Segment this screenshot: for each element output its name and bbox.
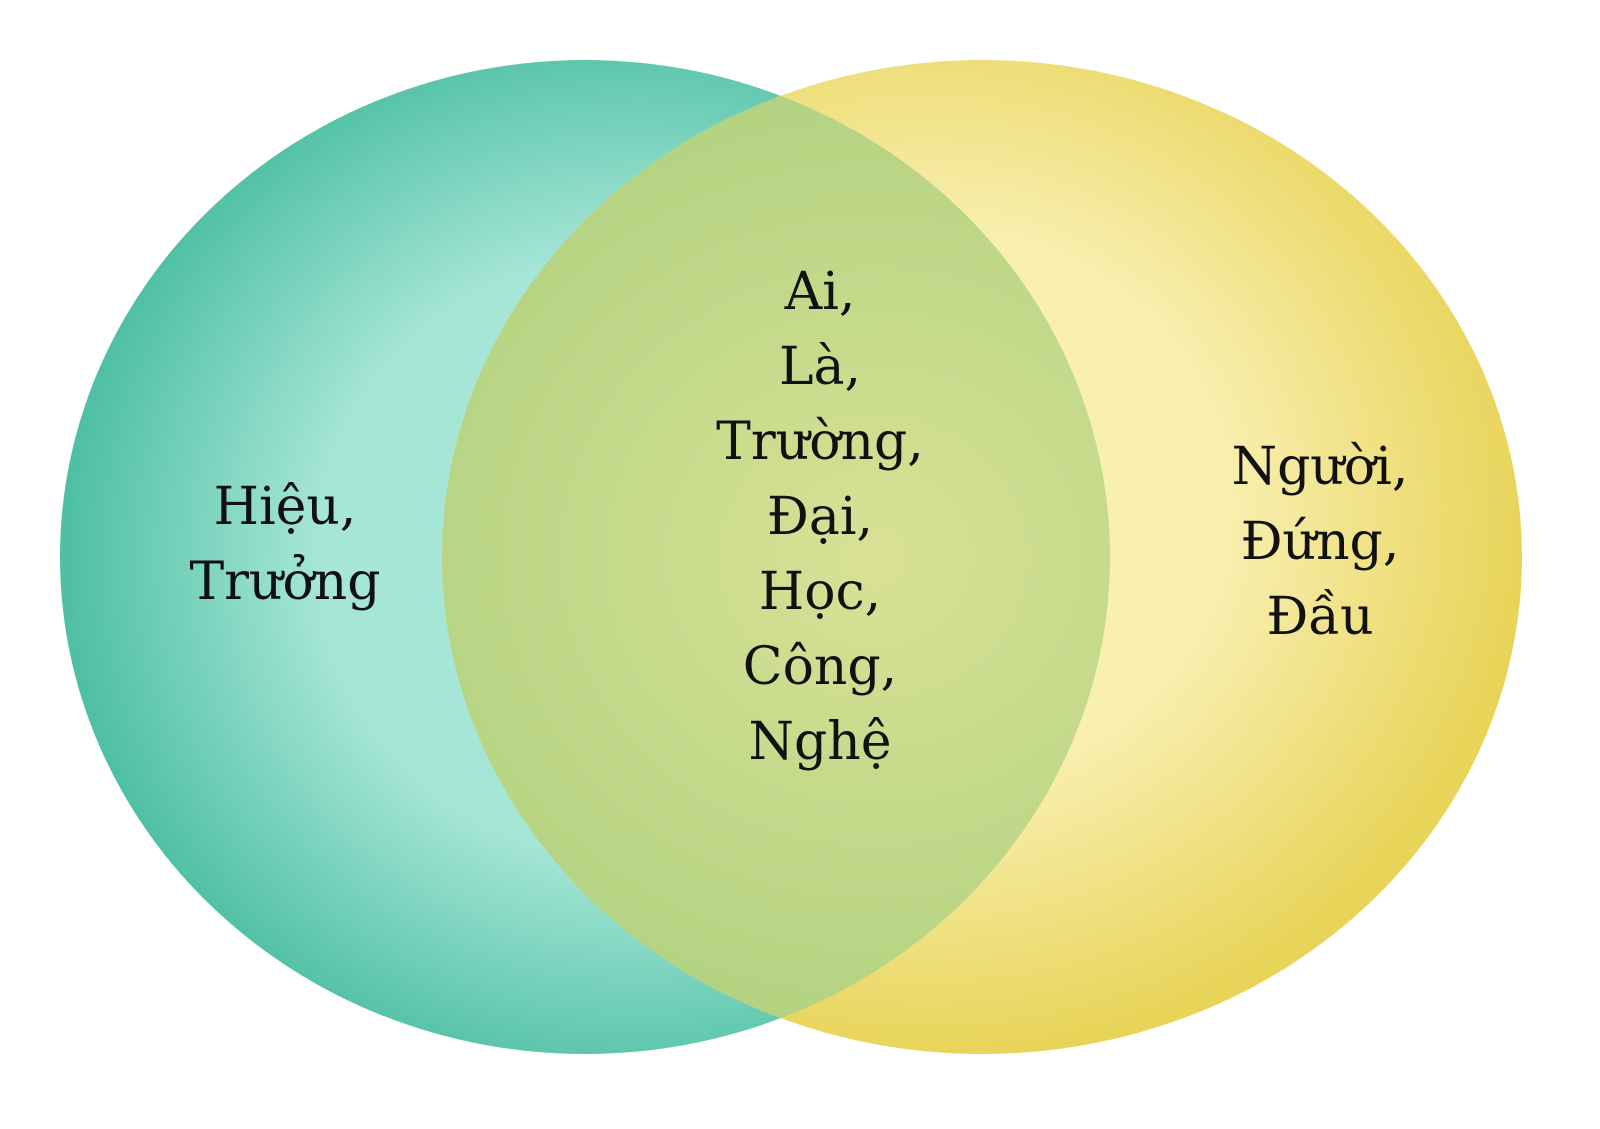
left-label: Hiệu, [213, 477, 357, 537]
right-label: Đứng, [1240, 512, 1400, 572]
right-only-labels: Người, Đứng, Đầu [1170, 430, 1470, 655]
intersection-label: Học, [758, 562, 882, 622]
overlap-region [442, 60, 1110, 1054]
left-only-labels: Hiệu, Trưởng [135, 470, 435, 620]
right-label: Đầu [1266, 587, 1374, 647]
intersection-label: Là, [778, 337, 862, 397]
intersection-label: Trường, [716, 412, 924, 472]
intersection-labels: Ai, Là, Trường, Đại, Học, Công, Nghệ [650, 255, 990, 780]
intersection-label: Ai, [784, 262, 856, 322]
intersection-label: Đại, [766, 487, 874, 547]
intersection-label: Công, [742, 637, 898, 697]
intersection-label: Nghệ [748, 712, 892, 772]
right-label: Người, [1231, 437, 1409, 497]
left-label: Trưởng [189, 552, 381, 612]
